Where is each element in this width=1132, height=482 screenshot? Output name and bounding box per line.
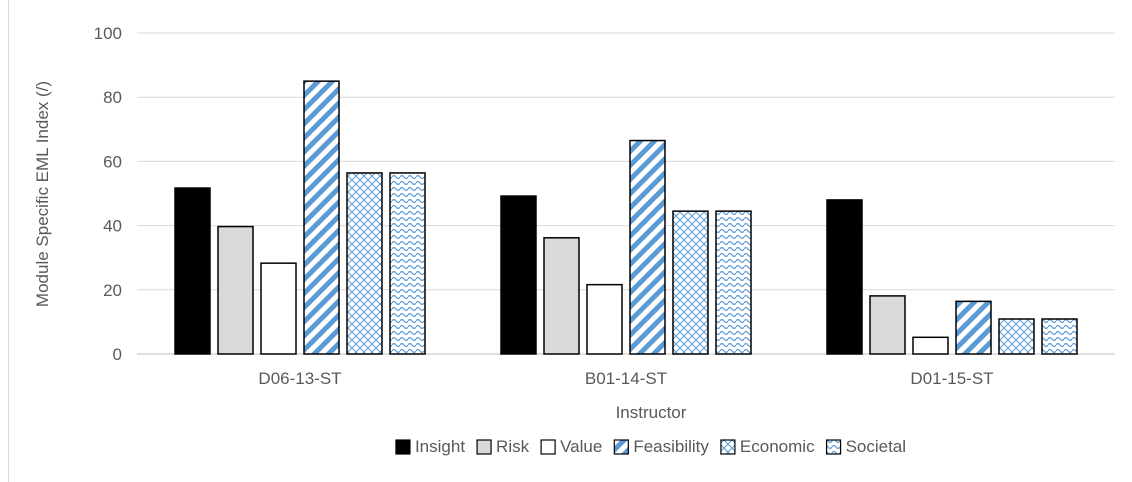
bar-risk-d01-15-st	[869, 295, 906, 355]
bar-value-d01-15-st	[912, 336, 949, 355]
bar-risk-b01-14-st	[543, 237, 580, 355]
bar-risk-d06-13-st	[217, 225, 254, 355]
x-axis-title: Instructor	[616, 403, 687, 422]
chart-border	[8, 0, 9, 482]
bar-societal-d01-15-st	[1041, 318, 1078, 355]
bar-societal-b01-14-st	[715, 210, 752, 355]
legend-label-economic: Economic	[740, 437, 815, 456]
bar-insight-b01-14-st	[500, 195, 537, 355]
y-tick-label: 80	[103, 88, 122, 107]
legend-label-feasibility: Feasibility	[633, 437, 709, 456]
y-axis-title: Module Specific EML Index (/)	[33, 81, 52, 307]
y-tick-label: 0	[113, 345, 122, 364]
legend-label-risk: Risk	[496, 437, 530, 456]
bar-societal-d06-13-st	[389, 172, 426, 355]
y-tick-label: 20	[103, 281, 122, 300]
legend: Insight Risk Value Feasibility Economic Socie…	[395, 437, 906, 456]
bar-feasibility-d01-15-st	[955, 300, 992, 355]
y-tick-label: 40	[103, 217, 122, 236]
legend-swatch-insight	[395, 439, 411, 455]
bar-value-b01-14-st	[586, 283, 623, 355]
legend-label-value: Value	[560, 437, 602, 456]
bar-economic-d06-13-st	[346, 172, 383, 355]
legend-label-insight: Insight	[415, 437, 465, 456]
x-tick-label: D01-15-ST	[910, 369, 993, 388]
legend-swatch-feasibility	[613, 439, 629, 455]
bar-insight-d01-15-st	[826, 199, 863, 355]
legend-swatch-risk	[476, 439, 492, 455]
bar-feasibility-d06-13-st	[303, 80, 340, 355]
y-axis-ticks: 0 20 40 60 80 100	[94, 24, 122, 364]
bar-insight-d06-13-st	[174, 187, 211, 355]
x-axis-ticks: D06-13-ST B01-14-ST D01-15-ST	[258, 369, 993, 388]
bar-economic-b01-14-st	[672, 210, 709, 355]
gridlines	[137, 32, 1115, 355]
bar-feasibility-b01-14-st	[629, 139, 666, 355]
x-tick-label: B01-14-ST	[585, 369, 667, 388]
legend-swatch-value	[540, 439, 556, 455]
y-tick-label: 100	[94, 24, 122, 43]
legend-label-societal: Societal	[846, 437, 906, 456]
x-tick-label: D06-13-ST	[258, 369, 341, 388]
legend-swatch-societal	[825, 439, 842, 455]
bar-value-d06-13-st	[260, 262, 297, 355]
y-tick-label: 60	[103, 152, 122, 171]
bars	[174, 80, 1078, 355]
bar-economic-d01-15-st	[998, 318, 1035, 355]
legend-swatch-economic	[720, 439, 736, 455]
